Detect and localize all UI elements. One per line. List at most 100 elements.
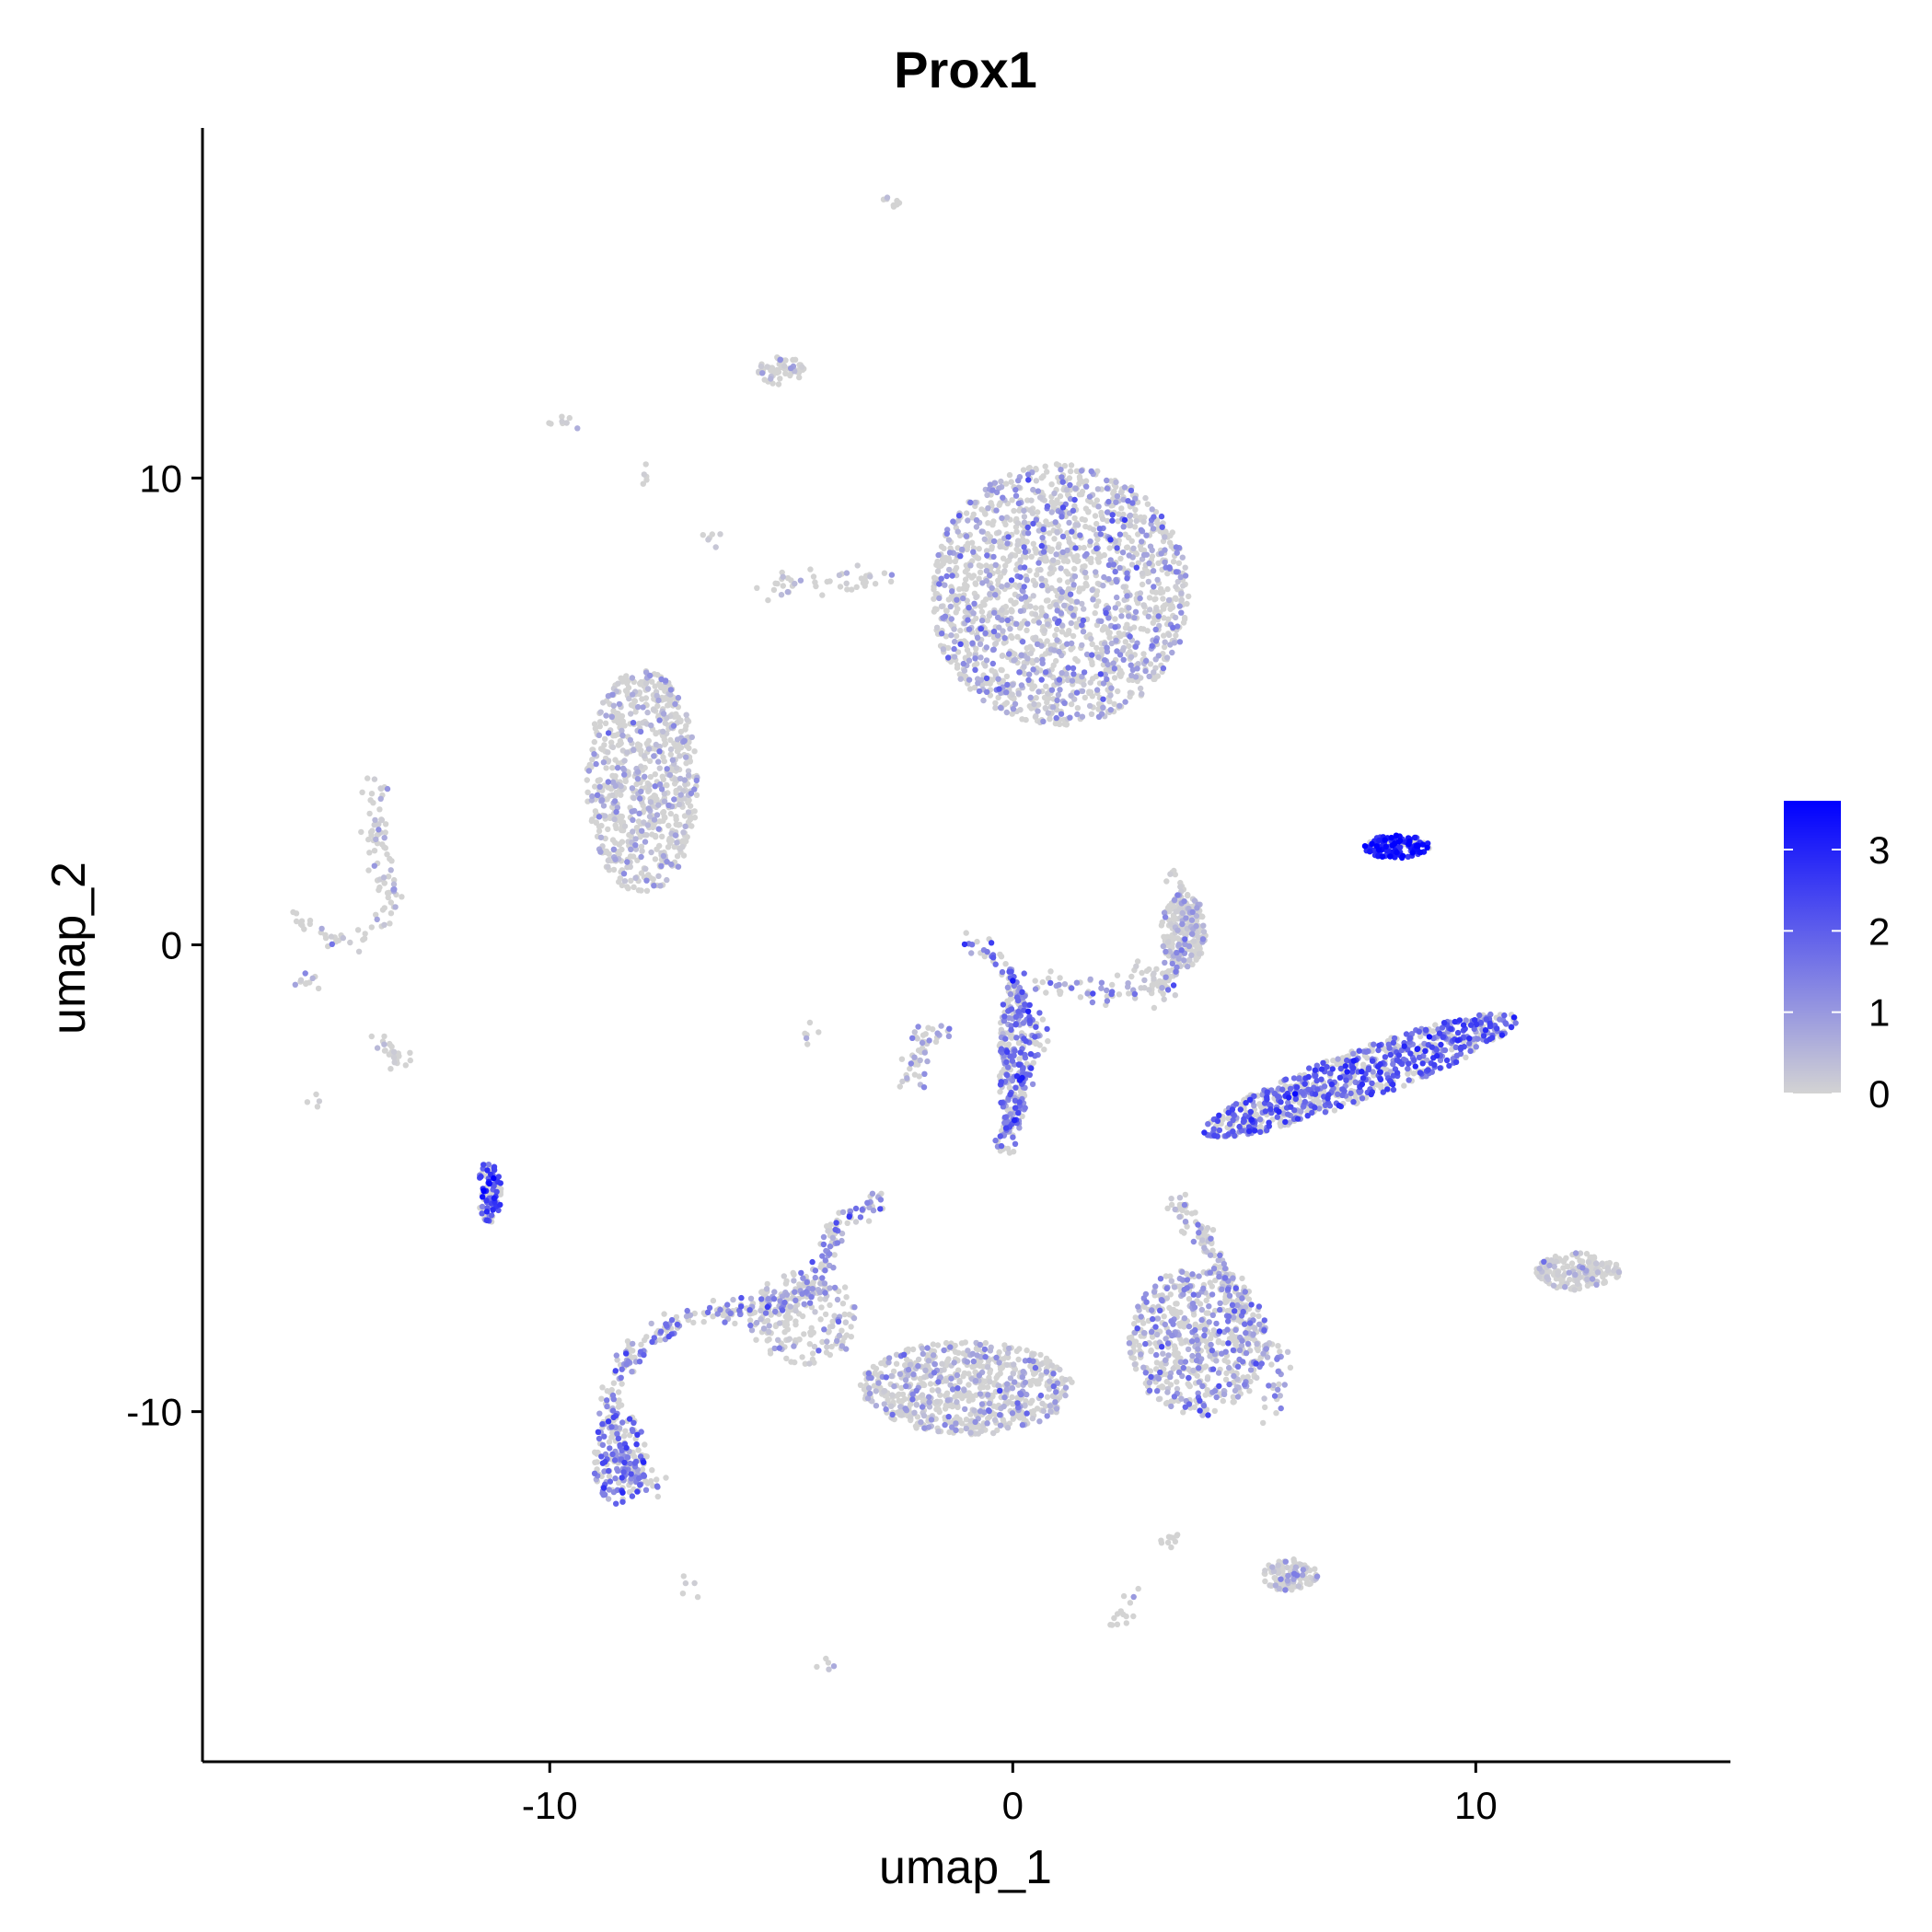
cell-point <box>1094 486 1102 492</box>
cell-point <box>1002 521 1009 528</box>
cell-point <box>792 1318 799 1325</box>
cell-point <box>775 381 782 388</box>
cell-point <box>911 1409 918 1417</box>
cell-point <box>615 1404 622 1410</box>
cell-point <box>1140 518 1147 525</box>
cell-point <box>1086 689 1093 697</box>
cell-point <box>987 591 993 597</box>
cell-point <box>1014 541 1021 549</box>
cell-point <box>819 592 826 598</box>
cell-point <box>780 573 786 580</box>
cell-point <box>1164 1205 1171 1212</box>
cell-point <box>934 568 942 574</box>
cell-point <box>1148 1348 1154 1355</box>
cell-point <box>933 1398 941 1406</box>
cell-point <box>1047 603 1053 610</box>
cell-point <box>388 858 395 864</box>
cell-point <box>1071 565 1078 573</box>
cell-point <box>1082 569 1089 576</box>
cell-point <box>1591 1254 1598 1260</box>
cell-point <box>1161 1313 1167 1320</box>
cell-point <box>836 572 843 579</box>
cell-point <box>682 1579 689 1587</box>
cell-point <box>1111 1614 1117 1622</box>
cell-point <box>935 1387 942 1394</box>
cell-point <box>392 904 399 910</box>
cell-point <box>1168 1544 1174 1551</box>
cell-point <box>1033 478 1040 484</box>
cell-point <box>615 680 621 687</box>
cell-point <box>660 817 666 825</box>
cell-point <box>787 1303 793 1310</box>
cell-point <box>1193 918 1200 924</box>
cell-point <box>655 802 662 808</box>
cell-point <box>1131 1361 1139 1368</box>
cell-point <box>1039 1016 1047 1023</box>
cell-point <box>781 363 788 369</box>
cell-point <box>1571 1287 1578 1293</box>
cell-point <box>1232 1387 1239 1394</box>
cell-point <box>911 1029 918 1035</box>
cell-point <box>960 1373 966 1380</box>
cell-point <box>648 1320 654 1327</box>
cell-point <box>617 741 623 747</box>
cell-point <box>1171 934 1177 941</box>
cell-point <box>843 580 850 586</box>
cell-point <box>1050 557 1057 563</box>
cell-point <box>1021 664 1027 670</box>
cell-point <box>611 816 618 823</box>
cell-point <box>764 364 770 370</box>
cell-point <box>1106 634 1113 641</box>
cell-point <box>1163 654 1171 661</box>
cell-point <box>1171 1350 1177 1358</box>
cell-point <box>1142 494 1149 502</box>
cell-point <box>1047 1403 1054 1409</box>
cell-point <box>629 675 636 681</box>
cell-point <box>591 721 598 727</box>
cell-point <box>799 364 805 370</box>
cell-point <box>1066 538 1073 546</box>
cell-point <box>1116 991 1123 998</box>
cell-point <box>673 814 679 820</box>
cell-point <box>904 1075 910 1082</box>
cell-point <box>1035 708 1041 714</box>
cell-point <box>638 870 645 876</box>
cell-point <box>619 846 625 853</box>
cell-point <box>657 883 664 889</box>
cell-point <box>753 1336 759 1343</box>
cell-point <box>899 1397 906 1405</box>
cell-point <box>1154 576 1161 584</box>
cell-point <box>1028 497 1035 503</box>
cell-point <box>645 786 652 793</box>
cell-point <box>787 1314 793 1322</box>
cell-point <box>1163 1273 1170 1279</box>
cell-point <box>1057 1366 1063 1373</box>
cell-point <box>1209 1227 1217 1233</box>
cell-point <box>978 608 986 615</box>
cell-point <box>1021 519 1028 526</box>
cell-point <box>647 773 654 781</box>
cell-point <box>1143 967 1151 975</box>
cell-point <box>387 920 393 927</box>
cell-point <box>662 720 668 726</box>
cell-point <box>366 810 373 817</box>
cell-point <box>826 1666 832 1672</box>
cell-point <box>1053 602 1059 608</box>
cell-point <box>1053 461 1060 468</box>
cell-point <box>787 372 793 379</box>
cell-point <box>1128 654 1135 660</box>
cell-point <box>372 816 378 824</box>
cell-point <box>1015 1356 1022 1363</box>
cell-point <box>684 834 690 840</box>
cell-point <box>1585 1259 1592 1266</box>
cell-point <box>380 874 388 881</box>
cell-point <box>1076 492 1083 498</box>
cell-point <box>693 792 700 798</box>
cell-point <box>1074 522 1082 528</box>
cell-point <box>1082 694 1089 701</box>
cell-point <box>683 760 689 767</box>
cell-point <box>1019 716 1025 723</box>
cell-point <box>1182 1191 1189 1198</box>
cell-point <box>648 849 654 856</box>
cell-point <box>1135 531 1141 538</box>
